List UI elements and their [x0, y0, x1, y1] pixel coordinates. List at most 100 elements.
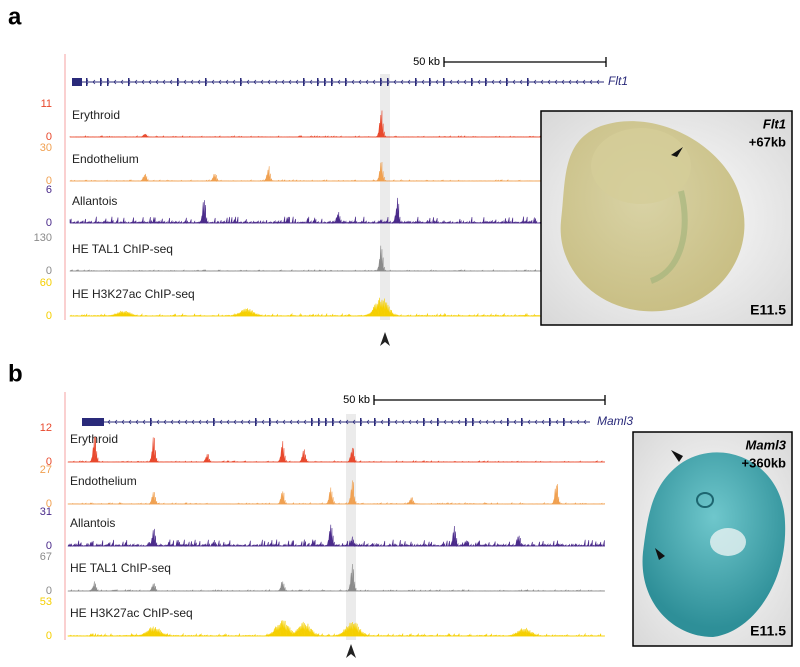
gene-arrow — [358, 79, 362, 85]
gene-exon — [303, 78, 305, 86]
track-max: 53 — [40, 596, 52, 608]
track-name: Allantois — [72, 194, 117, 208]
gene-exon — [423, 418, 425, 426]
gene-exon — [269, 418, 271, 426]
gene-exon — [387, 78, 389, 86]
track-name: Endothelium — [72, 152, 139, 166]
track-min: 0 — [46, 630, 52, 642]
track-min: 0 — [46, 175, 52, 187]
gene-arrow — [289, 419, 293, 425]
gene-arrow — [555, 419, 559, 425]
gene-arrow — [512, 79, 516, 85]
gene-arrow — [407, 79, 411, 85]
arrowhead — [346, 644, 356, 658]
track-name: HE TAL1 ChIP-seq — [70, 561, 171, 575]
embryo-gene: Maml3 — [746, 437, 787, 452]
gene-arrow — [296, 419, 300, 425]
gene-exon — [374, 418, 376, 426]
gene-arrow — [576, 419, 580, 425]
gene-arrow — [527, 419, 531, 425]
gene-arrow — [107, 419, 111, 425]
gene-arrow — [492, 419, 496, 425]
gene-arrow — [569, 419, 573, 425]
track-min: 0 — [46, 585, 52, 597]
gene-exon — [213, 418, 215, 426]
gene-exon — [317, 78, 319, 86]
gene-arrow — [240, 419, 244, 425]
gene-arrow — [169, 79, 173, 85]
gene-exon — [72, 78, 82, 86]
embryo-gene: Flt1 — [763, 116, 786, 131]
gene-arrow — [561, 79, 565, 85]
gene-exon — [100, 78, 102, 86]
track-min: 0 — [46, 456, 52, 468]
gene-arrow — [568, 79, 572, 85]
track-max: 60 — [40, 277, 52, 289]
gene-exon — [465, 418, 467, 426]
gene-exon — [527, 78, 529, 86]
track-min: 0 — [46, 498, 52, 510]
gene-arrow — [338, 419, 342, 425]
track-max: 27 — [40, 464, 52, 476]
gene-arrow — [541, 419, 545, 425]
track-max: 30 — [40, 142, 52, 154]
track-max: 31 — [40, 506, 52, 518]
gene-label: Maml3 — [597, 414, 633, 428]
gene-arrow — [281, 79, 285, 85]
gene-arrow — [177, 419, 181, 425]
embryo-enhancer: +360kb — [742, 455, 787, 470]
gene-arrow — [197, 79, 201, 85]
scale-label: 50 kb — [413, 56, 440, 68]
gene-arrow — [253, 79, 257, 85]
embryo-arrow — [671, 450, 683, 462]
signal-track — [67, 480, 605, 506]
gene-arrow — [148, 79, 152, 85]
gene-exon — [471, 78, 473, 86]
gene-arrow — [155, 79, 159, 85]
gene-exon — [150, 418, 152, 426]
gene-arrow — [184, 419, 188, 425]
gene-arrow — [233, 419, 237, 425]
gene-exon — [549, 418, 551, 426]
gene-arrow — [183, 79, 187, 85]
signal-track — [67, 620, 605, 638]
embryo-stage: E11.5 — [750, 302, 786, 318]
track-max: 67 — [40, 551, 52, 563]
gene-arrow — [582, 79, 586, 85]
signal-track — [69, 110, 607, 138]
panel-label: b — [8, 360, 23, 387]
gene-exon — [205, 78, 207, 86]
gene-arrow — [575, 79, 579, 85]
gene-exon — [311, 418, 313, 426]
track-max: 11 — [41, 98, 52, 110]
gene-exon — [521, 418, 523, 426]
panel-label: a — [8, 3, 22, 30]
gene-arrow — [162, 79, 166, 85]
highlight-band — [346, 414, 356, 640]
gene-arrow — [498, 79, 502, 85]
gene-arrow — [463, 79, 467, 85]
embryo-arrow — [655, 548, 665, 560]
scale-label: 50 kb — [343, 394, 370, 406]
gene-exon — [563, 418, 565, 426]
track-min: 0 — [46, 310, 52, 322]
gene-exon — [128, 78, 130, 86]
embryo-arrow — [671, 147, 683, 157]
gene-arrow — [401, 419, 405, 425]
gene-arrow — [352, 419, 356, 425]
gene-exon — [325, 418, 327, 426]
gene-arrow — [421, 79, 425, 85]
gene-arrow — [303, 419, 307, 425]
gene-arrow — [540, 79, 544, 85]
track-name: HE TAL1 ChIP-seq — [72, 242, 173, 256]
gene-arrow — [477, 79, 481, 85]
gene-exon — [472, 418, 474, 426]
gene-arrow — [288, 79, 292, 85]
gene-exon — [332, 418, 334, 426]
gene-arrow — [170, 419, 174, 425]
gene-arrow — [499, 419, 503, 425]
embryo-head — [591, 128, 691, 204]
gene-arrow — [394, 419, 398, 425]
gene-arrow — [589, 79, 593, 85]
gene-arrow — [225, 79, 229, 85]
